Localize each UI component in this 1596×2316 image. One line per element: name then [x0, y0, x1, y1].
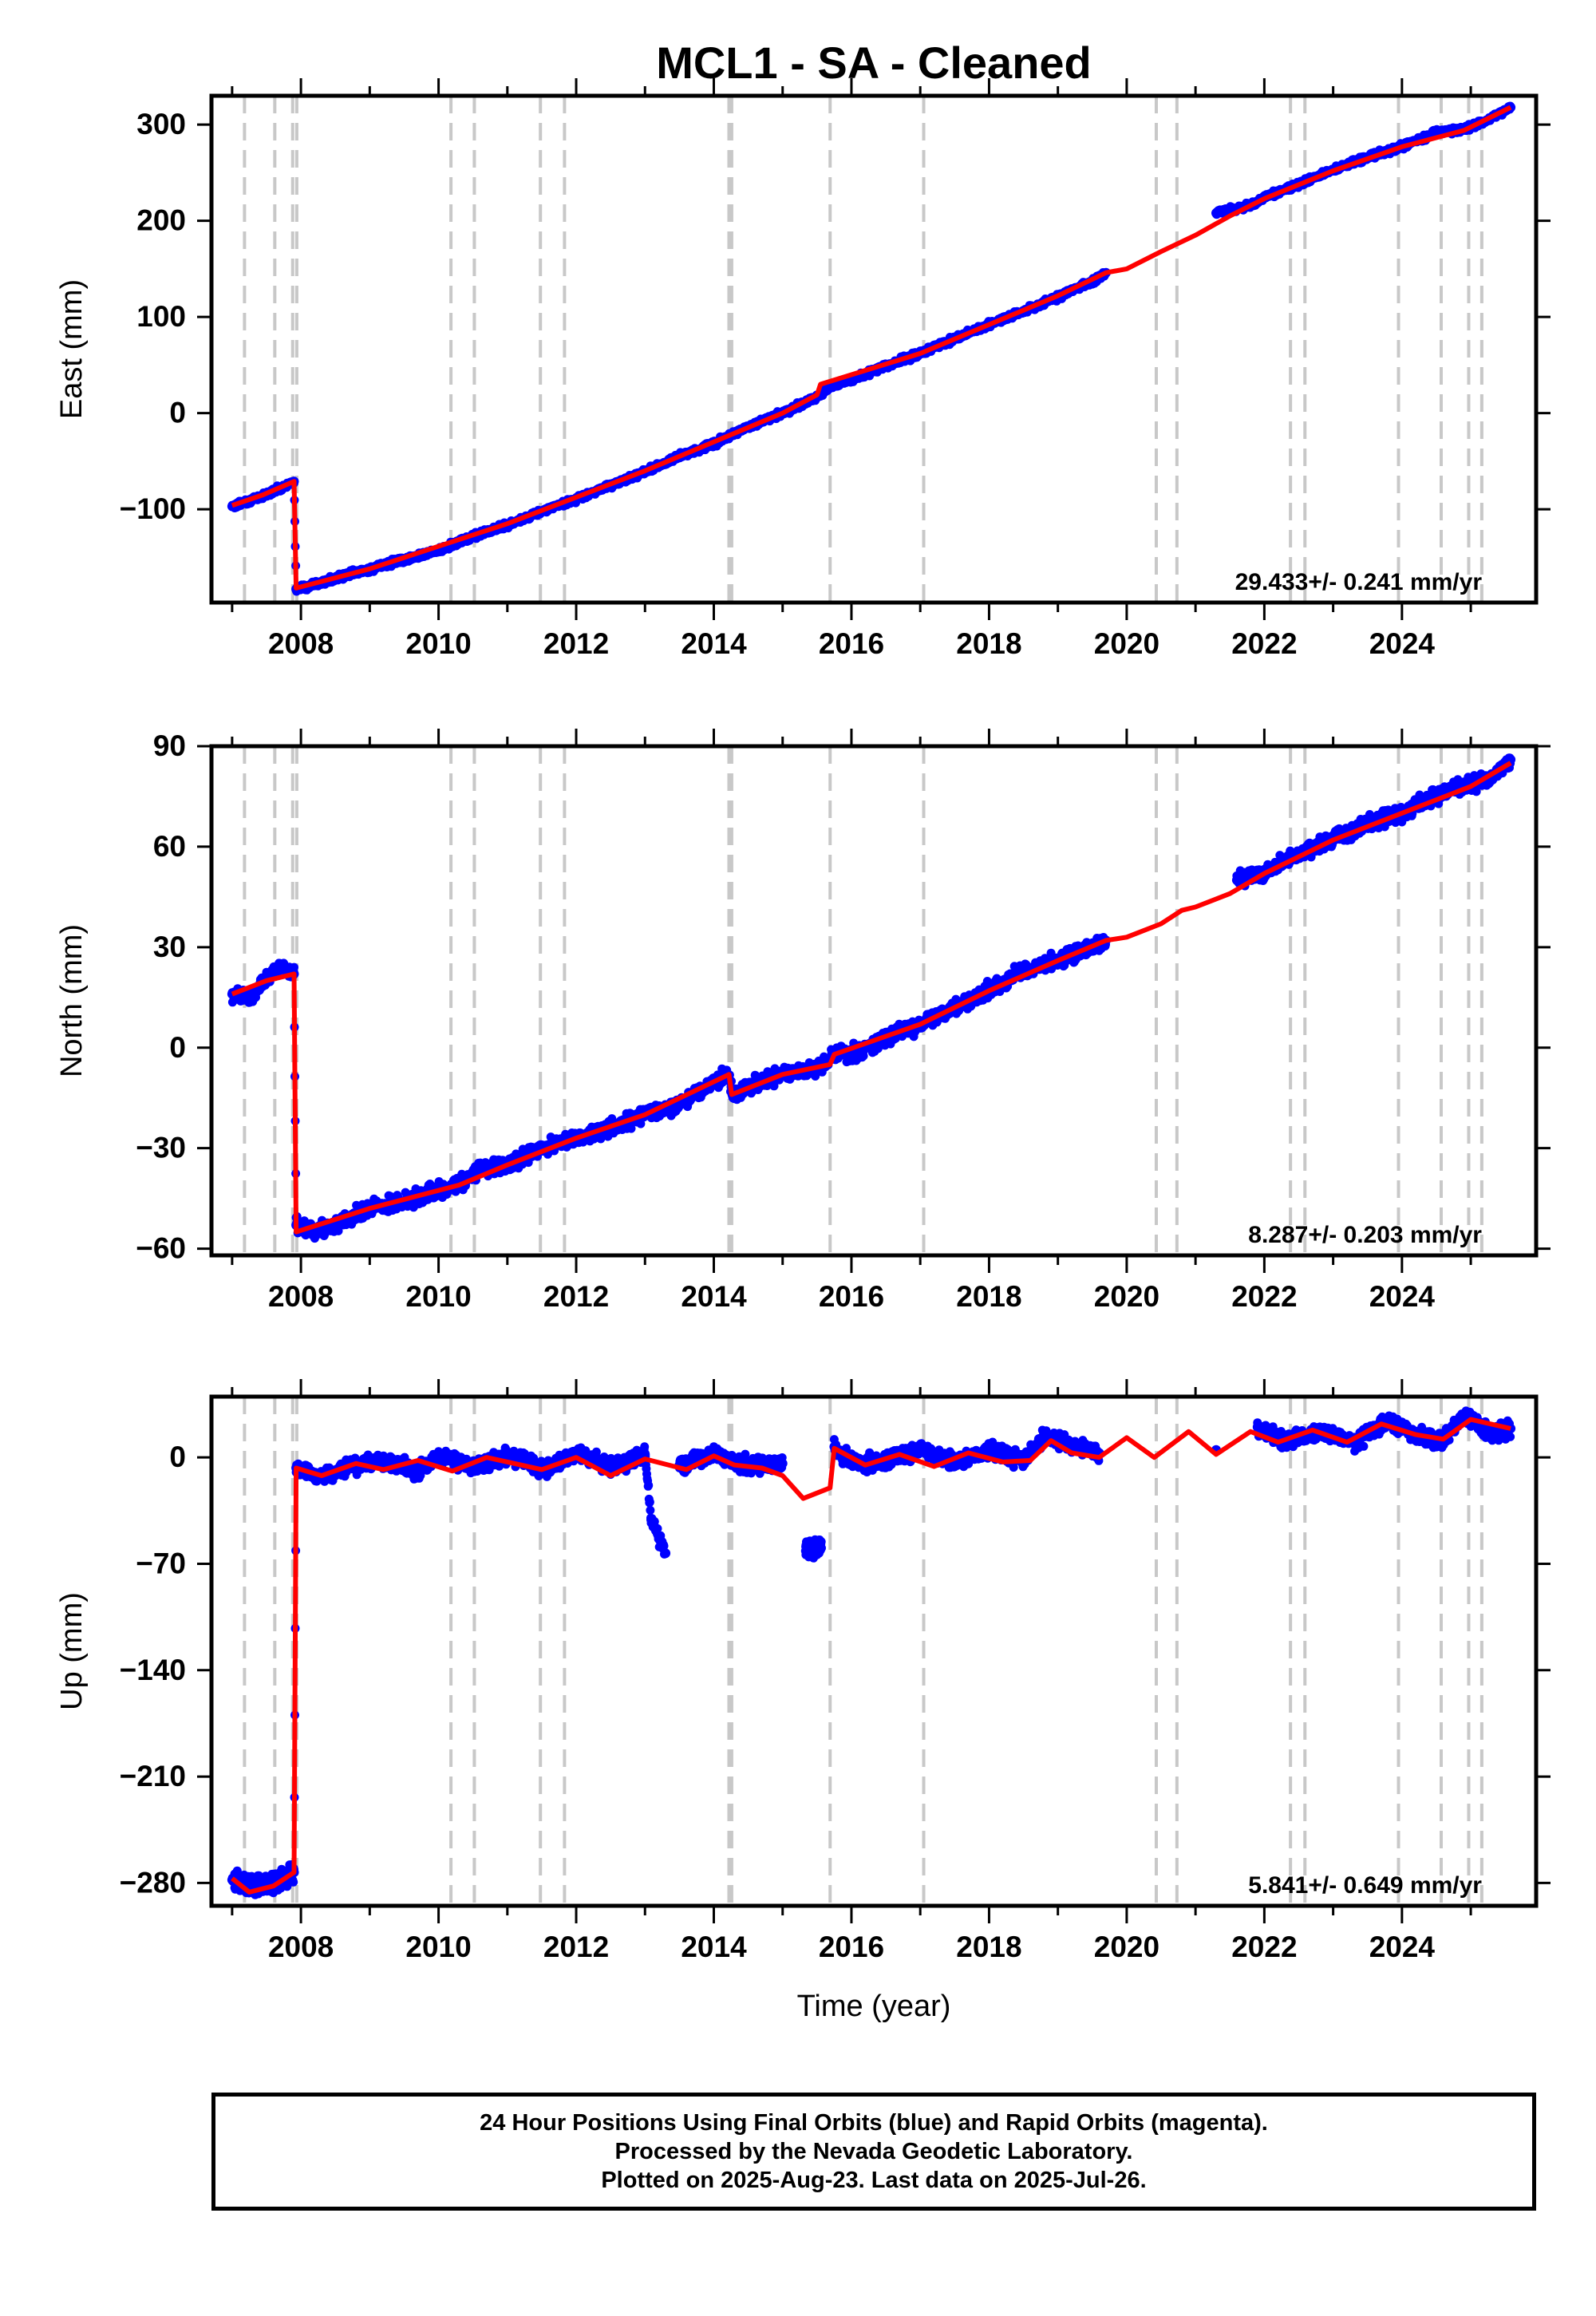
y-tick-label: 100	[136, 300, 186, 333]
data-point	[626, 1124, 636, 1133]
north-data-points	[227, 753, 1516, 1243]
y-axis-label: East (mm)	[55, 279, 89, 419]
east-plot-area	[227, 96, 1516, 603]
model-line	[231, 105, 1512, 591]
y-tick-label: 0	[169, 397, 186, 429]
data-point	[636, 1119, 646, 1128]
east-panel: −100 0 100 200 300 2008 2010 2012 2014 2016 2018 20…	[55, 78, 1551, 660]
north-plot-area	[227, 746, 1516, 1255]
x-tick-label: 2020	[1094, 627, 1159, 660]
data-point	[769, 1081, 779, 1091]
y-tick-label: 200	[136, 204, 186, 237]
x-tick-label: 2010	[405, 627, 471, 660]
rate-annotation: 29.433+/- 0.241 mm/yr	[1235, 569, 1483, 595]
x-tick-label: 2016	[819, 627, 884, 660]
y-tick-label: 300	[136, 108, 186, 140]
x-tick-label: 2022	[1231, 627, 1297, 660]
data-point	[290, 962, 298, 972]
chart-title: MCL1 - SA - Cleaned	[656, 38, 1092, 88]
east-frame	[209, 93, 1539, 605]
x-tick-label: 2018	[956, 627, 1021, 660]
y-tick-label: −100	[120, 492, 186, 525]
x-tick-label: 2024	[1369, 627, 1436, 660]
data-point	[1211, 208, 1221, 218]
x-tick-label: 2012	[543, 627, 609, 660]
x-tick-label: 2014	[681, 627, 747, 660]
x-tick-label: 2008	[268, 627, 334, 660]
